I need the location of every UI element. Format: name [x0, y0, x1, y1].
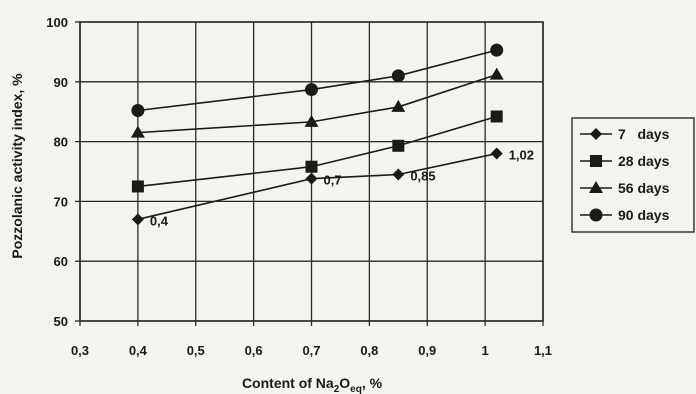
y-tick-label: 90 [54, 75, 68, 90]
x-tick-label: 0,3 [71, 343, 89, 358]
x-tick-label: 0,9 [418, 343, 436, 358]
point-annotation: 1,02 [509, 148, 534, 163]
data-point-90-days [490, 43, 504, 57]
x-axis-title-sub-eq: eq [350, 384, 362, 394]
data-point-90-days [131, 104, 145, 118]
series-group [130, 43, 504, 226]
legend-marker-28-days [590, 155, 602, 167]
y-tick-label: 50 [54, 314, 68, 329]
x-axis-title-sub2: 2 [334, 384, 340, 394]
y-axis-title: Pozzolanic activity index, % [9, 73, 25, 259]
x-axis-title-tail: , % [362, 375, 383, 391]
series-line-28-days [137, 115, 497, 188]
x-tick-label: 0,4 [129, 343, 148, 358]
data-point-7-days [490, 147, 503, 160]
data-point-28-days [392, 139, 405, 152]
y-tick-label: 80 [54, 135, 68, 150]
x-tick-label: 0,5 [187, 343, 205, 358]
data-point-28-days [131, 180, 144, 193]
y-tick-label: 70 [54, 194, 68, 209]
legend-marker-56-days [589, 181, 603, 193]
data-point-56-days [489, 67, 504, 80]
x-tick-label: 1 [482, 343, 489, 358]
legend-label-7-days: 7 days [618, 126, 670, 142]
series-line-56-days [137, 73, 497, 134]
data-point-7-days [392, 168, 405, 181]
x-axis-title-o: O [339, 375, 350, 391]
x-tick-label: 0,7 [302, 343, 320, 358]
data-point-56-days [304, 114, 319, 127]
legend: 7 days 28 days 56 days 90 days [571, 117, 695, 233]
data-point-56-days [391, 99, 406, 112]
x-tick-label: 1,1 [534, 343, 552, 358]
point-annotation: 0,7 [324, 173, 342, 188]
legend-label-56-days: 56 days [618, 180, 670, 196]
point-annotation: 0,4 [150, 213, 169, 228]
legend-marker-7-days [590, 128, 602, 140]
x-axis-title-main: Content of Na [242, 375, 334, 391]
series-line-7-days [137, 152, 497, 221]
axes: 0,3 0,4 0,5 0,6 0,7 0,8 0,9 1 1,1 50 60 70 80 90 100 [46, 15, 552, 358]
data-point-90-days [391, 69, 405, 83]
legend-marker-90-days [589, 208, 603, 222]
y-tick-label: 60 [54, 254, 68, 269]
x-tick-label: 0,6 [245, 343, 263, 358]
point-labels: 0,4 0,7 0,85 1,02 [150, 148, 534, 229]
data-point-90-days [305, 83, 318, 97]
point-annotation: 0,85 [410, 168, 435, 183]
data-point-7-days [305, 172, 318, 185]
series-line-90-days [137, 49, 497, 112]
legend-label-28-days: 28 days [618, 153, 670, 169]
data-point-28-days [305, 160, 318, 173]
x-tick-label: 0,8 [360, 343, 378, 358]
data-point-7-days [131, 213, 144, 226]
data-point-28-days [490, 110, 503, 123]
y-tick-label: 100 [46, 15, 68, 30]
data-point-56-days [130, 125, 145, 138]
x-axis-title: Content of Na2Oeq, % [242, 375, 383, 394]
legend-label-90-days: 90 days [618, 207, 670, 223]
